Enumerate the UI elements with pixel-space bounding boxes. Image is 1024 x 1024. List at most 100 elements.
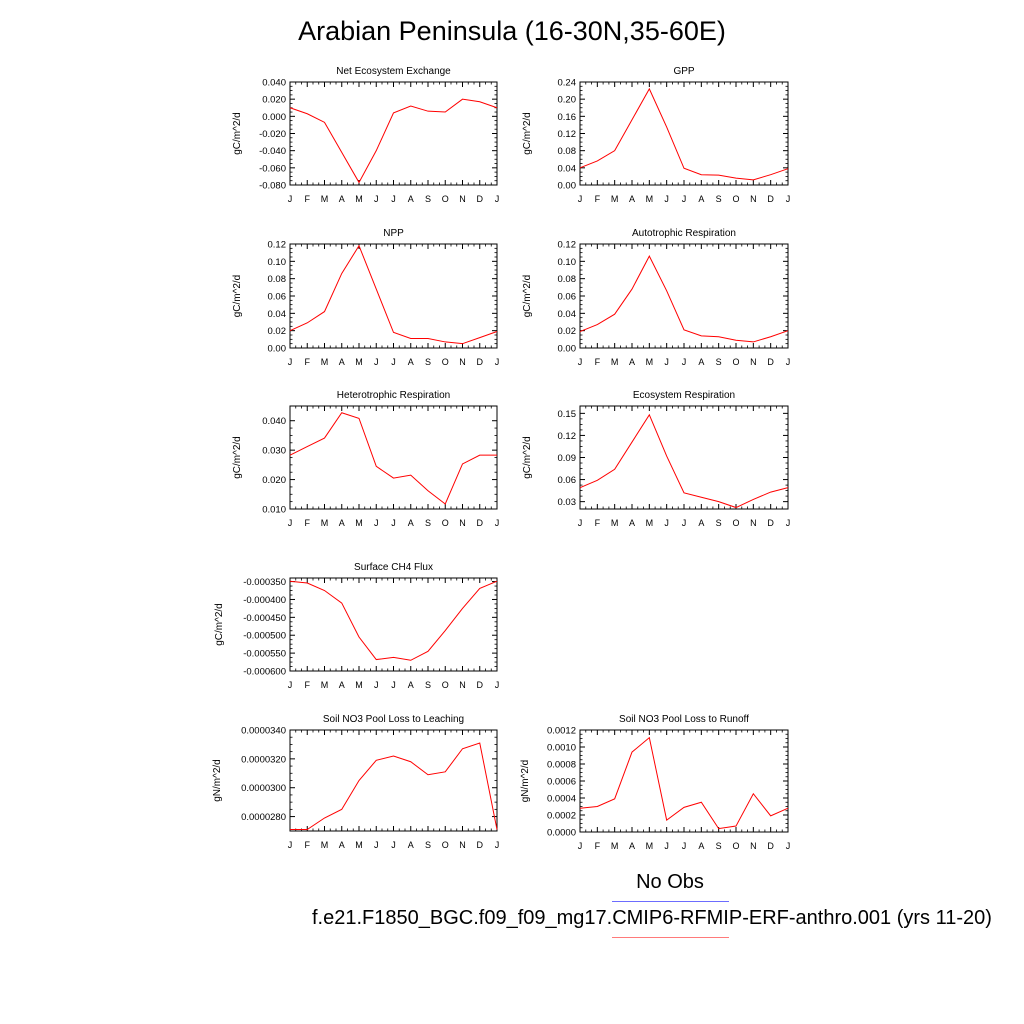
x-tick-label: A	[408, 840, 414, 850]
y-tick-label: 0.02	[268, 326, 287, 337]
y-tick-label: 0.06	[558, 475, 577, 486]
x-tick-label: J	[391, 357, 396, 367]
x-tick-label: O	[732, 357, 739, 367]
x-tick-label: J	[578, 357, 583, 367]
x-tick-label: J	[495, 680, 500, 690]
x-tick-label: A	[698, 357, 704, 367]
y-tick-label: 0.020	[262, 475, 286, 486]
y-tick-label: -0.000500	[243, 631, 286, 642]
series-line	[290, 742, 498, 831]
y-tick-label: 0.030	[262, 446, 286, 457]
panel-title: Surface CH4 Flux	[354, 562, 433, 573]
x-tick-label: A	[629, 518, 635, 528]
x-tick-label: J	[578, 518, 583, 528]
x-tick-label: J	[288, 357, 293, 367]
x-tick-label: J	[374, 840, 379, 850]
x-tick-label: N	[750, 841, 757, 851]
plot-frame	[289, 405, 498, 510]
x-tick-label: J	[374, 357, 379, 367]
x-tick-label: A	[339, 518, 345, 528]
y-tick-label: 0.000	[262, 112, 286, 123]
x-tick-label: M	[646, 194, 654, 204]
x-tick-label: S	[716, 518, 722, 528]
x-tick-label: N	[459, 680, 466, 690]
x-tick-label: A	[408, 357, 414, 367]
y-tick-label: 0.040	[262, 78, 286, 89]
x-tick-label: S	[425, 518, 431, 528]
y-tick-label: 0.12	[558, 240, 577, 251]
y-tick-label: -0.020	[259, 129, 286, 140]
page-title: Arabian Peninsula (16-30N,35-60E)	[298, 16, 726, 46]
x-tick-label: O	[442, 518, 449, 528]
y-tick-label: 0.10	[558, 257, 577, 268]
x-tick-label: M	[646, 518, 654, 528]
y-tick-label: 0.0008	[547, 760, 576, 771]
x-tick-label: M	[321, 357, 329, 367]
y-tick-label: 0.0000300	[241, 783, 286, 794]
y-tick-label: -0.000600	[243, 667, 286, 678]
y-tick-label: 0.12	[268, 240, 287, 251]
x-tick-label: A	[339, 194, 345, 204]
x-tick-label: J	[682, 841, 687, 851]
y-tick-label: 0.0006	[547, 777, 576, 788]
x-tick-label: A	[408, 680, 414, 690]
x-tick-label: J	[682, 194, 687, 204]
panel-title: Soil NO3 Pool Loss to Runoff	[619, 714, 749, 725]
x-tick-label: J	[786, 357, 791, 367]
x-tick-label: J	[495, 194, 500, 204]
x-tick-label: M	[355, 194, 363, 204]
y-tick-label: 0.09	[558, 453, 577, 464]
x-tick-label: J	[786, 194, 791, 204]
x-tick-label: M	[611, 357, 619, 367]
y-tick-label: 0.12	[558, 431, 577, 442]
panel-title: NPP	[383, 228, 404, 239]
x-tick-label: S	[425, 194, 431, 204]
x-tick-label: F	[595, 518, 601, 528]
x-tick-label: M	[611, 194, 619, 204]
x-tick-label: J	[374, 194, 379, 204]
y-tick-label: 0.010	[262, 505, 286, 516]
x-tick-label: O	[732, 518, 739, 528]
x-tick-label: M	[321, 840, 329, 850]
x-tick-label: F	[595, 194, 601, 204]
x-tick-label: J	[786, 841, 791, 851]
x-tick-label: D	[767, 194, 774, 204]
y-tick-label: 0.040	[262, 416, 286, 427]
panel-title: Autotrophic Respiration	[632, 228, 736, 239]
series-line	[289, 244, 498, 345]
series-line	[579, 413, 789, 509]
y-tick-label: 0.16	[558, 112, 577, 123]
plot-frame	[579, 729, 789, 833]
y-tick-label: -0.000350	[243, 577, 286, 588]
y-tick-label: 0.04	[268, 309, 287, 320]
y-tick-label: -0.080	[259, 181, 286, 192]
y-tick-label: 0.24	[558, 78, 577, 89]
x-tick-label: M	[646, 841, 654, 851]
y-tick-label: -0.000400	[243, 595, 286, 606]
x-tick-label: J	[682, 357, 687, 367]
x-tick-label: M	[611, 518, 619, 528]
x-tick-label: M	[321, 680, 329, 690]
x-tick-label: D	[767, 841, 774, 851]
y-tick-label: 0.0000320	[241, 754, 286, 765]
x-tick-label: D	[767, 518, 774, 528]
y-tick-label: 0.0010	[547, 743, 576, 754]
x-tick-label: F	[305, 194, 311, 204]
x-tick-label: N	[459, 357, 466, 367]
x-tick-label: A	[629, 194, 635, 204]
series-line	[579, 255, 789, 343]
y-tick-label: 0.02	[558, 326, 577, 337]
x-tick-label: D	[477, 518, 484, 528]
y-tick-label: 0.0012	[547, 726, 576, 737]
x-tick-label: O	[732, 841, 739, 851]
y-tick-label: 0.0002	[547, 811, 576, 822]
x-tick-label: O	[732, 194, 739, 204]
series-line	[289, 98, 498, 184]
x-tick-label: J	[391, 194, 396, 204]
x-tick-label: M	[355, 357, 363, 367]
